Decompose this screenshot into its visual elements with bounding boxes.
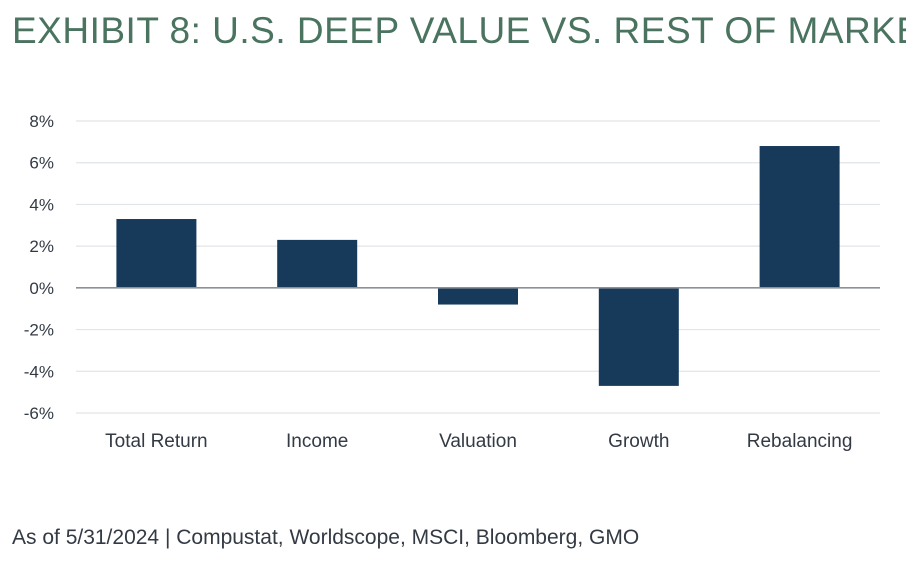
source-footnote: As of 5/31/2024 | Compustat, Worldscope,…	[12, 526, 640, 549]
chart-title: EXHIBIT 8: U.S. DEEP VALUE VS. REST OF M…	[12, 10, 906, 51]
bar	[277, 239, 358, 288]
y-tick-label: 8%	[29, 112, 54, 131]
x-category-label: Total Return	[105, 431, 207, 452]
y-tick-label: -2%	[24, 321, 54, 340]
y-tick-label: 2%	[29, 237, 54, 256]
y-tick-label: 6%	[29, 154, 54, 173]
y-tick-label: 4%	[29, 195, 54, 214]
chart-area: 8% 6% 4% 2% 0% -2% -4% -6% Total Return Income Val…	[0, 90, 906, 490]
bar	[116, 219, 197, 288]
y-tick-label: -6%	[24, 404, 54, 423]
y-tick-label: 0%	[29, 279, 54, 298]
x-category-label: Valuation	[439, 431, 517, 452]
x-category-label: Rebalancing	[747, 431, 853, 452]
x-category-label: Income	[286, 431, 348, 452]
y-tick-label: -4%	[24, 362, 54, 381]
bar-chart: 8% 6% 4% 2% 0% -2% -4% -6% Total Return Income Val…	[24, 112, 880, 452]
bar	[759, 146, 840, 288]
bar	[598, 287, 679, 386]
x-category-label: Growth	[608, 431, 669, 452]
bar	[438, 287, 518, 305]
